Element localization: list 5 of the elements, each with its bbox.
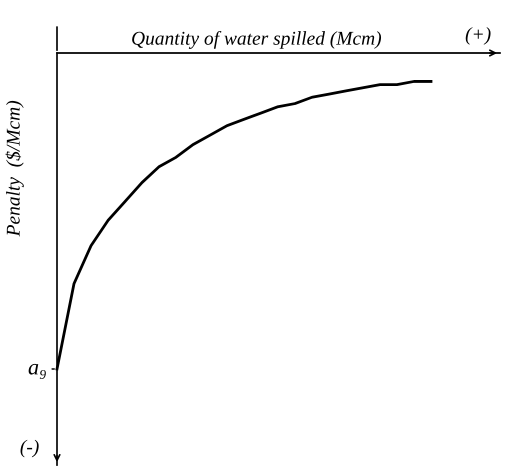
x-axis-title: Quantity of water spilled (Mcm) [132,30,382,49]
y-axis-title: Penalty ($/Mcm) [6,100,24,236]
text: (+) [466,27,491,45]
text: a₉ [28,364,46,379]
text: (-) [20,440,39,458]
